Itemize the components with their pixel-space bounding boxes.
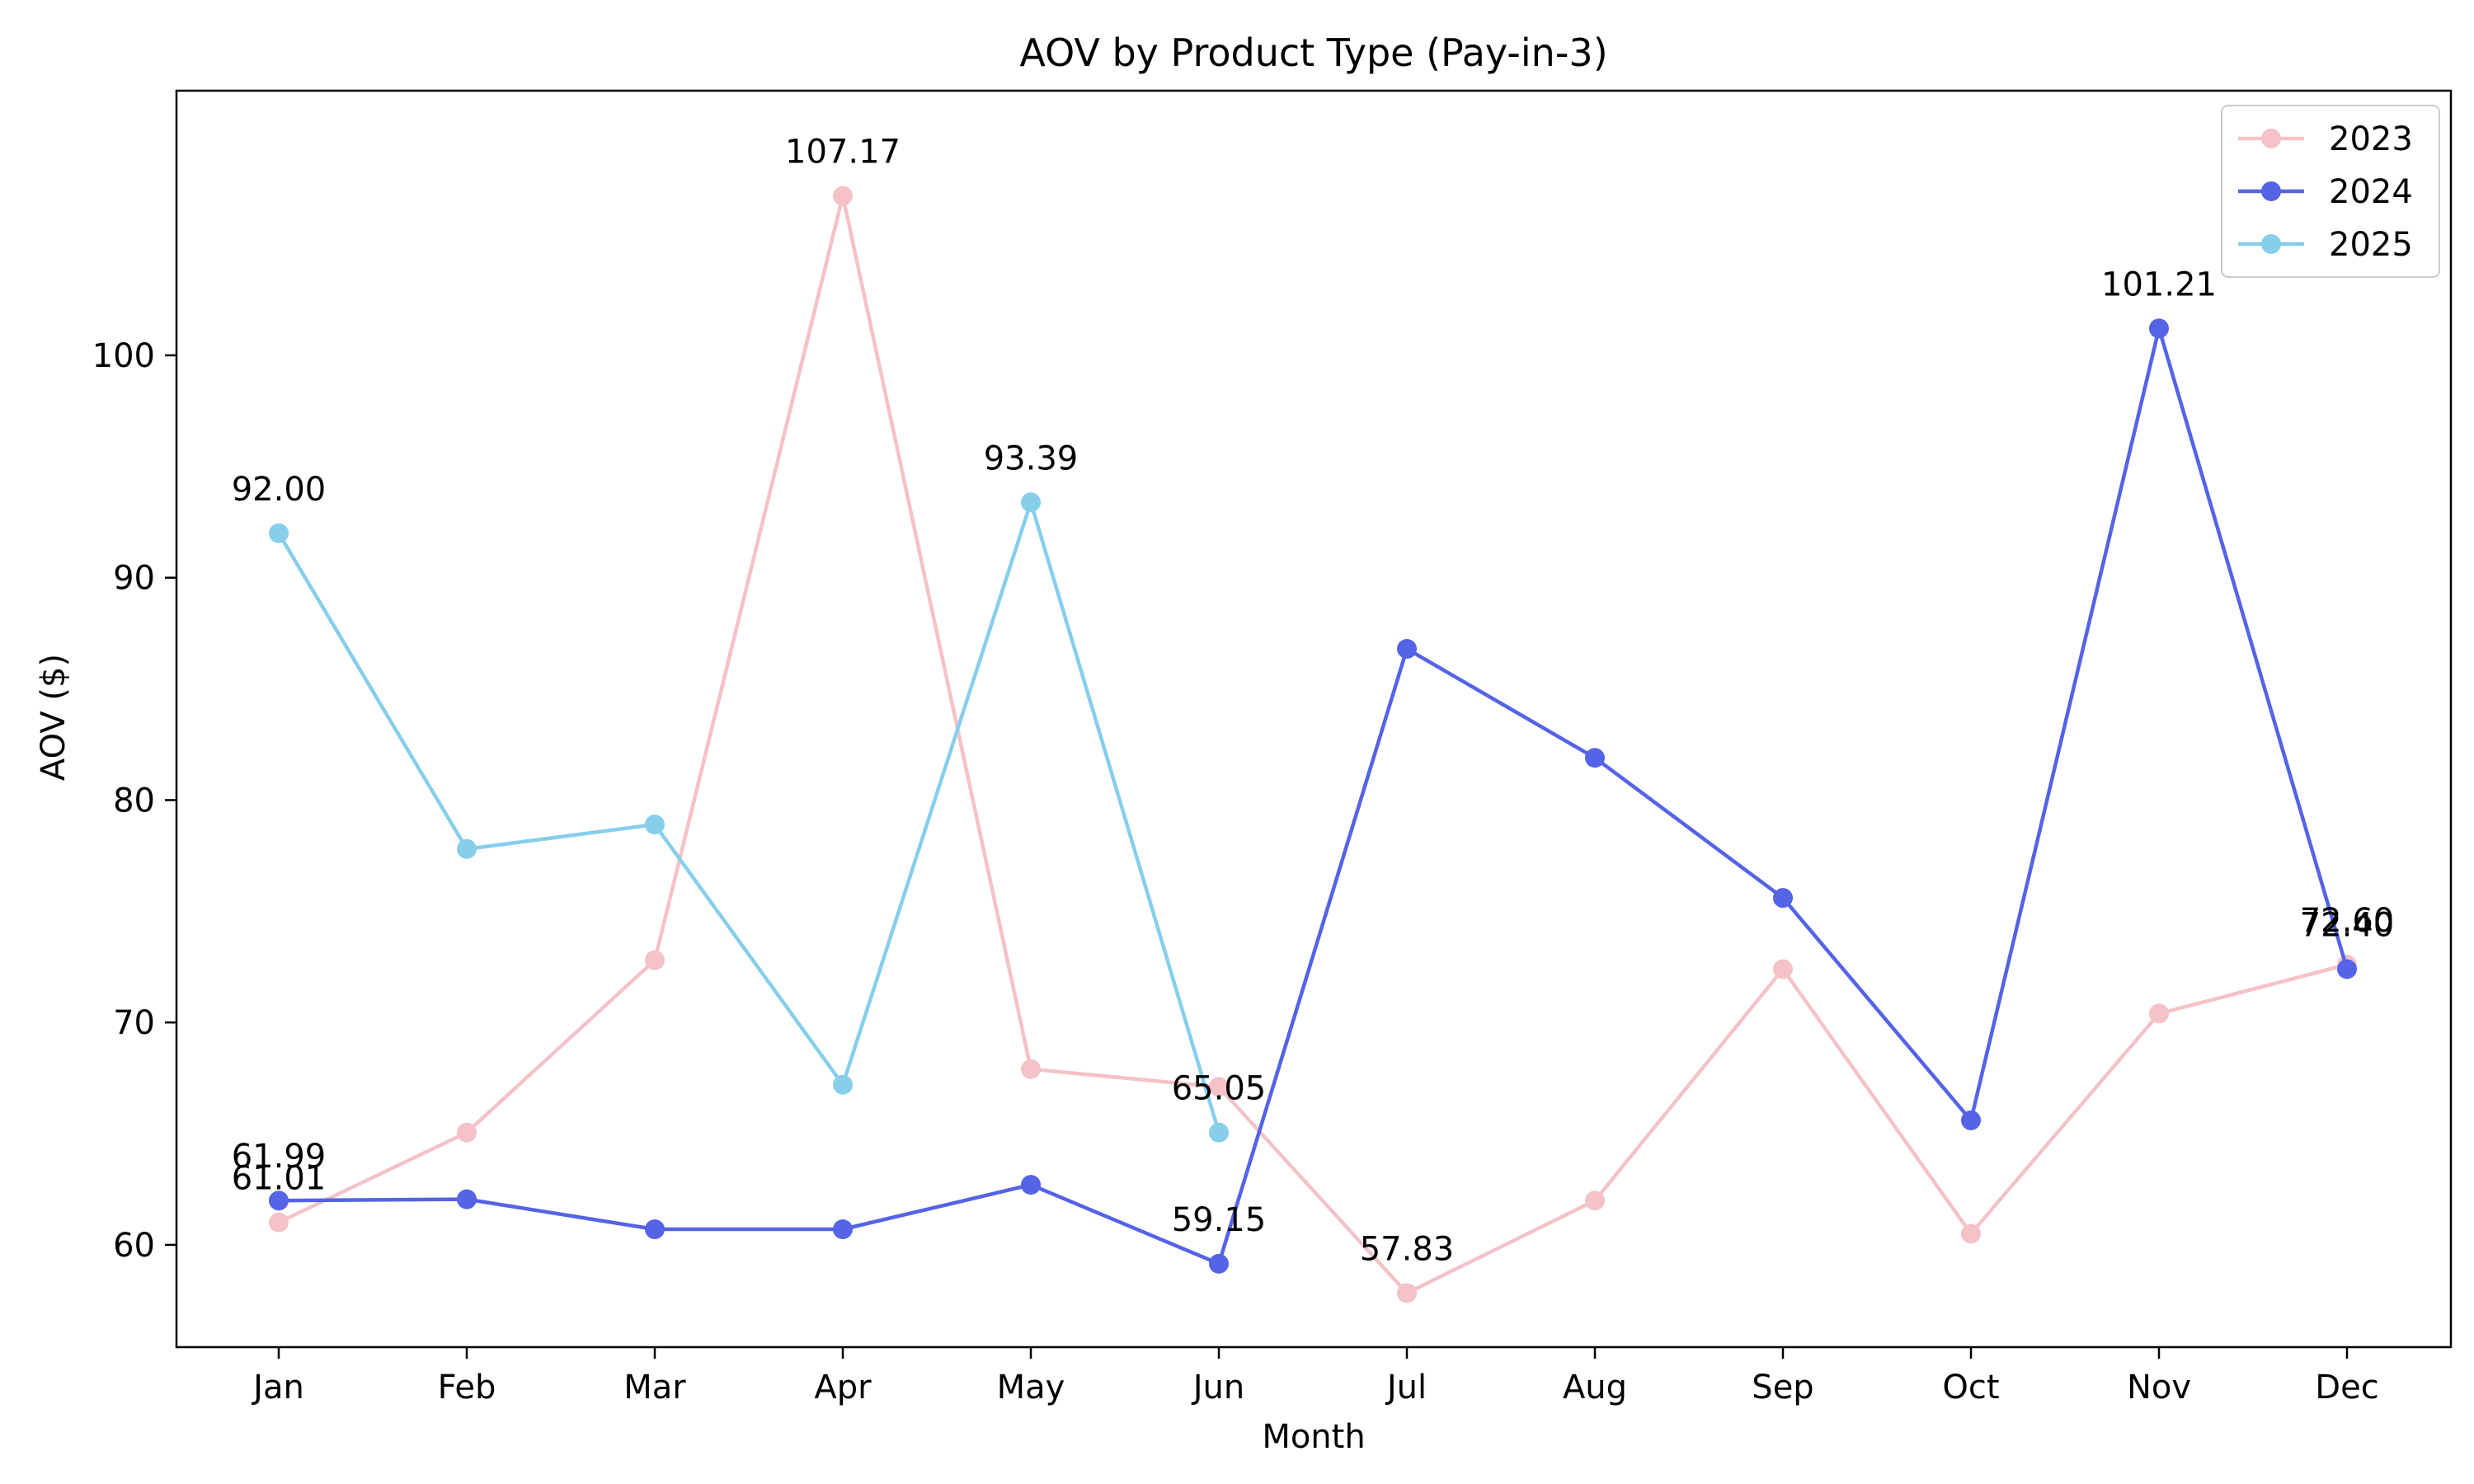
legend-item: 2023 [2238,120,2413,158]
x-tick-label: Jan [251,1369,304,1407]
legend-swatch-marker [2261,234,2281,254]
series-2024 [269,318,2357,1274]
legend-label: 2024 [2329,173,2413,211]
data-point [1961,1110,1981,1130]
data-point [1209,1077,1229,1097]
data-point [269,523,289,543]
data-point [269,1190,289,1211]
data-point [1773,888,1793,909]
chart-title: AOV by Product Type (Pay-in-3) [1019,31,1607,75]
data-point [1209,1122,1229,1143]
data-label: 101.21 [2101,265,2217,303]
data-point [269,1212,289,1233]
data-label: 72.60 [2300,902,2395,940]
x-tick-label: Apr [814,1369,872,1407]
y-axis-label: AOV ($) [35,654,73,781]
legend-item: 2024 [2238,173,2413,211]
data-label: 61.01 [232,1160,327,1198]
data-point [1397,639,1417,660]
legend-swatch-marker [2261,181,2281,201]
axis-ticks: Jan Feb Mar Apr May Jun Jul Aug Sep Oct Nov Dec 60 70… [92,337,2379,1407]
x-tick-label: Oct [1942,1369,1999,1407]
x-tick-label: Sep [1752,1369,1813,1407]
x-tick-label: Jun [1191,1369,1245,1407]
legend-swatch-marker [2261,129,2281,148]
x-tick-label: Dec [2315,1369,2378,1407]
data-point [833,1074,853,1095]
x-tick-label: Aug [1563,1369,1627,1407]
data-point [1585,748,1605,768]
x-tick-label: Jul [1385,1369,1427,1407]
data-label: 72.40 [2300,906,2395,944]
x-tick-label: Nov [2127,1369,2191,1407]
data-label: 107.17 [785,134,901,171]
x-axis-label: Month [1262,1418,1365,1456]
data-point [1021,492,1041,513]
data-label: 61.99 [232,1138,327,1176]
legend-label: 2025 [2329,226,2413,264]
x-tick-label: Feb [438,1369,496,1407]
data-point [1021,1059,1041,1079]
legend: 2023 2024 2025 [2221,105,2440,278]
y-tick-label: 70 [113,1004,155,1042]
series-line-2025 [277,500,1221,1134]
data-point [1585,1190,1605,1211]
data-point [645,1219,665,1240]
series-line-2024 [278,326,2349,1266]
x-tick-label: Mar [623,1369,686,1407]
y-tick-label: 90 [113,560,155,598]
data-point [457,1122,477,1143]
data-point [1961,1223,1981,1244]
data-label: 65.05 [1172,1070,1267,1108]
data-point [833,1219,853,1240]
data-point [833,186,853,206]
data-point [645,950,665,970]
data-point [457,1189,477,1209]
legend-box [2221,105,2440,278]
data-point [457,838,477,859]
data-point [1209,1253,1229,1274]
data-point [1021,1175,1041,1195]
data-point [1397,1283,1417,1303]
data-point [645,815,665,835]
data-point [2149,1003,2169,1024]
data-point [2149,318,2169,339]
legend-item: 2025 [2238,226,2413,264]
series-line-2023 [278,194,2348,1295]
data-point [1773,959,1793,979]
x-tick-label: May [997,1369,1065,1407]
series-layer [269,186,2357,1303]
y-tick-label: 100 [92,337,155,375]
legend-label: 2023 [2329,120,2413,158]
series-2025 [269,492,1229,1143]
data-label: 92.00 [232,471,327,509]
data-label: 59.15 [1172,1201,1267,1239]
data-label: 57.83 [1360,1230,1455,1268]
y-tick-label: 60 [113,1227,155,1265]
plot-frame [175,89,2453,1349]
data-point [2337,959,2357,979]
y-tick-label: 80 [113,782,155,819]
data-label: 93.39 [984,439,1079,477]
